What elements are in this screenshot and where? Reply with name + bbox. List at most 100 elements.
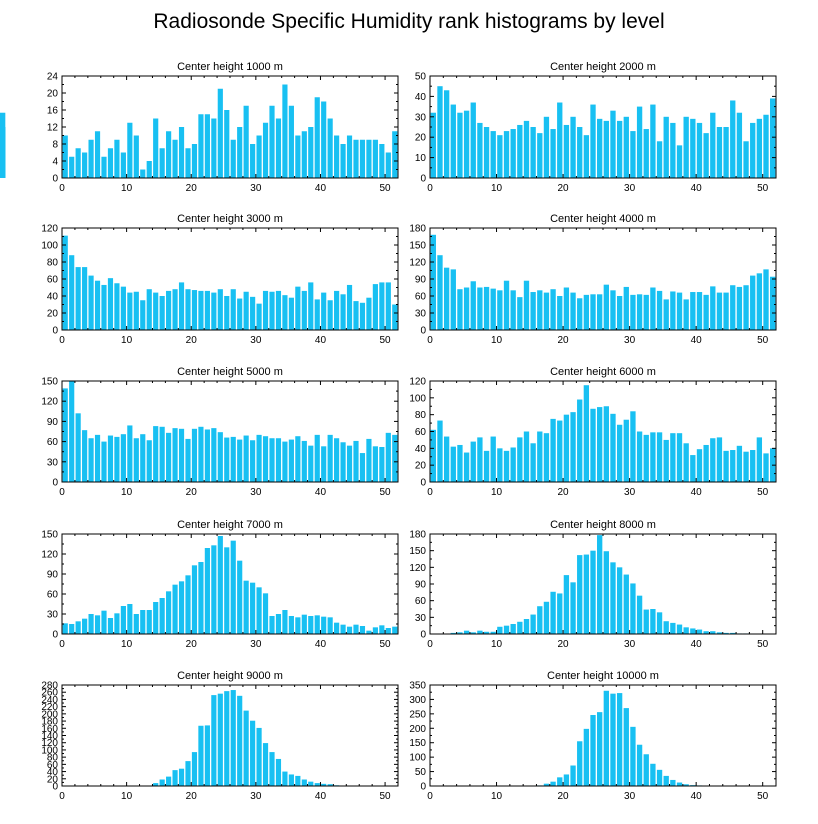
histogram-bar [120, 606, 126, 634]
histogram-bar [610, 290, 616, 330]
histogram-bar [372, 284, 378, 330]
histogram-bar [736, 112, 743, 178]
histogram-panel: Center height 3000 m 0 20 40 60 80 100 120 0 10 20… [41, 213, 399, 346]
histogram-bar [288, 105, 294, 178]
histogram-bar [443, 90, 450, 178]
y-tick-label: 80 [47, 258, 59, 269]
x-tick-label: 20 [186, 487, 198, 498]
y-tick-label: 0 [52, 478, 58, 489]
histogram-bar [321, 783, 327, 786]
histogram-bar [166, 591, 172, 634]
histogram-bar [430, 112, 436, 178]
histogram-bar [630, 294, 636, 330]
y-tick-label: 100 [409, 393, 426, 404]
x-tick-label: 20 [558, 487, 570, 498]
histogram-bar [334, 135, 340, 178]
y-tick-label: 30 [415, 309, 427, 320]
y-tick-label: 90 [47, 417, 59, 428]
y-tick-label: 60 [415, 427, 427, 438]
histogram-bar [477, 287, 483, 330]
histogram-bar [663, 775, 669, 786]
x-tick-label: 0 [427, 335, 433, 346]
histogram-bar [82, 618, 88, 634]
histogram-bar [392, 131, 398, 178]
histogram-bar [543, 433, 550, 482]
histogram-bar [217, 536, 223, 634]
histogram-bar [430, 234, 436, 330]
x-tick-label: 40 [691, 183, 703, 194]
histogram-bar [663, 439, 669, 482]
histogram-bar [517, 124, 523, 178]
x-tick-label: 50 [757, 639, 769, 650]
histogram-bar [211, 545, 217, 634]
x-tick-label: 20 [558, 639, 570, 650]
histogram-bar [543, 783, 550, 786]
histogram-bar [107, 618, 114, 634]
histogram-bar [763, 269, 769, 330]
histogram-bar [690, 292, 696, 330]
histogram-panel: Center height 4000 m 0 30 60 90 120 150 180 0 10 2… [409, 213, 777, 346]
histogram-bar [321, 616, 327, 634]
histogram-bar [75, 413, 81, 482]
histogram-bar [583, 554, 590, 634]
y-tick-label: 12 [47, 123, 59, 134]
histogram-bar [656, 612, 663, 634]
plot-frame [429, 684, 777, 787]
panel-title: Center height 9000 m [177, 670, 283, 682]
histogram-bar [490, 631, 496, 634]
histogram-bar [450, 632, 456, 634]
histogram-bar [550, 591, 556, 634]
histogram-bar [756, 437, 763, 482]
histogram-bar [269, 752, 275, 786]
panel-title: Center height 10000 m [547, 670, 659, 682]
x-tick-label: 30 [624, 639, 636, 650]
histogram-bar [696, 122, 703, 178]
histogram-bar [603, 284, 609, 330]
histogram-bar [603, 690, 609, 786]
y-tick-label: 20 [47, 309, 59, 320]
x-tick-label: 30 [624, 335, 636, 346]
histogram-bar [243, 105, 249, 178]
histogram-bar [185, 438, 191, 482]
histogram-bar [262, 290, 269, 330]
histogram-bar [443, 267, 450, 330]
x-tick-label: 10 [491, 183, 503, 194]
histogram-bar [676, 624, 683, 634]
y-tick-label: 20 [415, 133, 427, 144]
histogram-bar [597, 535, 603, 634]
histogram-bar [503, 625, 510, 634]
histogram-bar [314, 615, 320, 634]
histogram-bar [470, 281, 476, 330]
histogram-bar [256, 303, 262, 330]
histogram-bar [127, 425, 133, 482]
histogram-panel: Center height 6000 m 0 20 40 60 80 100 120 0 10 20… [409, 366, 777, 498]
histogram-panel: Center height 9000 m02040608010012014016… [41, 670, 399, 802]
histogram-bar [590, 715, 596, 786]
histogram-bar [346, 445, 353, 482]
histogram-bar [523, 431, 530, 482]
histogram-bar [282, 771, 288, 786]
histogram-bar [327, 300, 333, 330]
y-tick-label: 280 [41, 681, 58, 692]
y-tick-label: 90 [415, 275, 427, 286]
histogram-bar [577, 127, 583, 178]
histogram-bar [743, 141, 749, 178]
histogram-bar [295, 286, 301, 330]
histogram-bar [178, 768, 185, 786]
x-tick-label: 40 [691, 487, 703, 498]
histogram-bar [140, 300, 146, 330]
histogram-bar [497, 448, 503, 482]
y-tick-label: 80 [415, 410, 427, 421]
histogram-bar [743, 285, 749, 330]
histogram-bar [275, 758, 282, 786]
y-tick-label: 60 [47, 590, 59, 601]
histogram-bar [696, 629, 703, 634]
y-tick-label: 60 [47, 760, 59, 771]
histogram-bar [359, 302, 366, 330]
histogram-bar [204, 429, 210, 482]
x-tick-label: 50 [380, 639, 392, 650]
histogram-bar [550, 781, 556, 786]
histogram-bar [256, 727, 262, 786]
